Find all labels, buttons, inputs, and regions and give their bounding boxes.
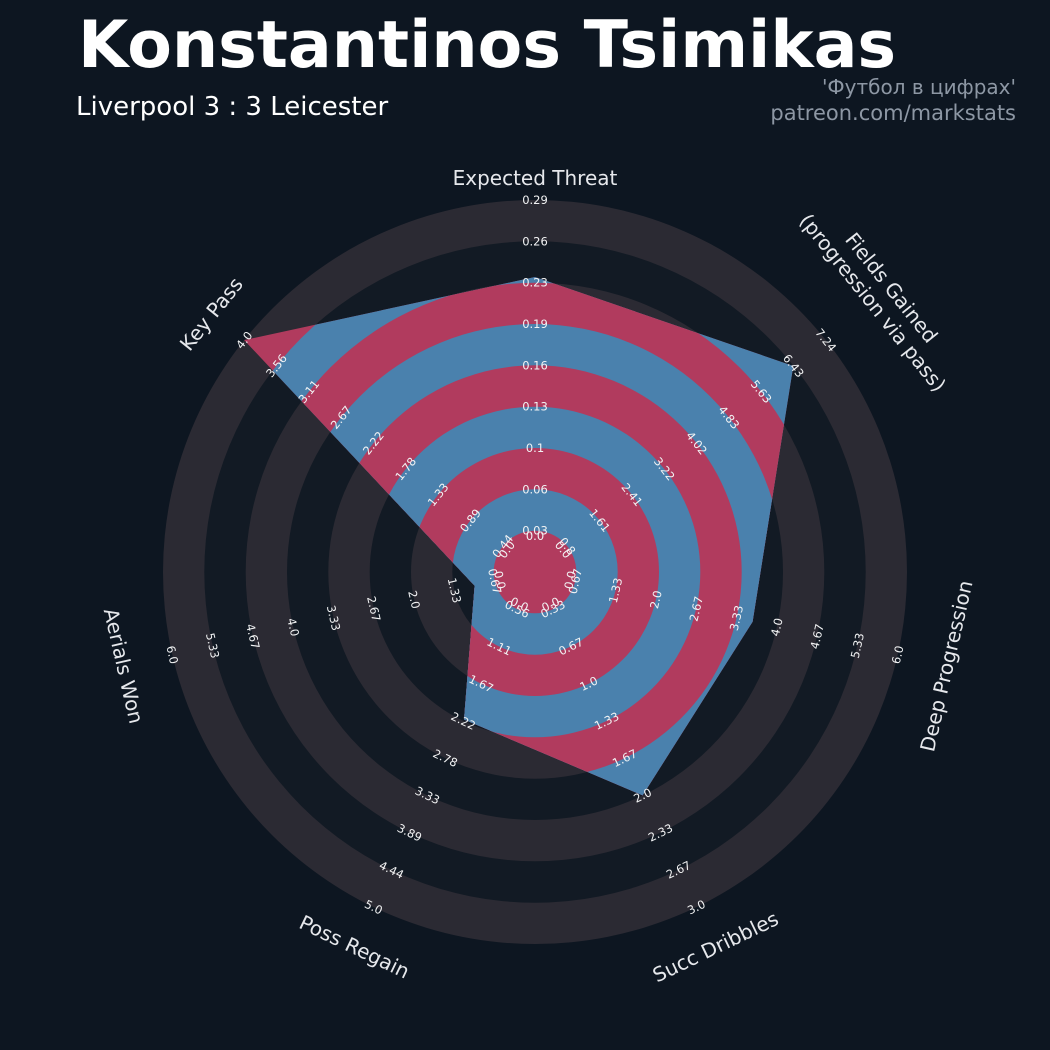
- credit-patreon: patreon.com/markstats: [770, 101, 1016, 125]
- tick-label: 0.67: [566, 567, 585, 595]
- tick-label: 0.1: [526, 441, 544, 455]
- tick-label: 3.33: [727, 604, 746, 632]
- tick-label: 0.16: [522, 358, 548, 372]
- player-ring-band: [493, 530, 577, 614]
- tick-label: 0.03: [522, 524, 548, 538]
- axis-label: Aerials Won: [99, 606, 149, 726]
- tick-label: 0.23: [522, 276, 548, 290]
- tick-label: 0.26: [522, 234, 548, 248]
- tick-label: 2.0: [647, 589, 665, 610]
- tick-label: 4.67: [807, 622, 826, 650]
- tick-label: 4.0: [284, 617, 302, 638]
- tick-label: 0.19: [522, 317, 548, 331]
- tick-label: 5.33: [203, 632, 222, 660]
- tick-label: 0.0: [561, 570, 579, 591]
- axis-label: Expected Threat: [453, 166, 618, 190]
- match-score-subtitle: Liverpool 3 : 3 Leicester: [76, 92, 389, 122]
- tick-label: 2.0: [405, 589, 423, 610]
- tick-label: 0.0: [526, 529, 544, 543]
- axis-label: Deep Progression: [915, 578, 977, 754]
- tick-label: 3.33: [324, 604, 343, 632]
- tick-label: 0.06: [522, 482, 548, 496]
- tick-label: 0.0: [491, 570, 509, 591]
- credits: 'Футбол в цифрах' patreon.com/markstats: [770, 74, 1016, 127]
- tick-label: 6.0: [163, 644, 181, 665]
- tick-label: 1.33: [445, 576, 464, 604]
- credit-brand: 'Футбол в цифрах': [821, 75, 1016, 99]
- tick-label: 0.13: [522, 400, 548, 414]
- tick-label: 4.67: [243, 622, 262, 650]
- tick-label: 6.0: [889, 644, 907, 665]
- page-title: Konstantinos Tsimikas: [78, 8, 897, 83]
- tick-label: 2.67: [364, 595, 383, 623]
- axis-label: Poss Regain: [296, 910, 414, 983]
- tick-label: 4.0: [768, 617, 786, 638]
- tick-label: 2.67: [687, 595, 706, 623]
- tick-label: 0.67: [485, 567, 504, 595]
- tick-label: 0.29: [522, 193, 548, 207]
- tick-label: 5.33: [848, 632, 867, 660]
- tick-label: 1.33: [606, 576, 625, 604]
